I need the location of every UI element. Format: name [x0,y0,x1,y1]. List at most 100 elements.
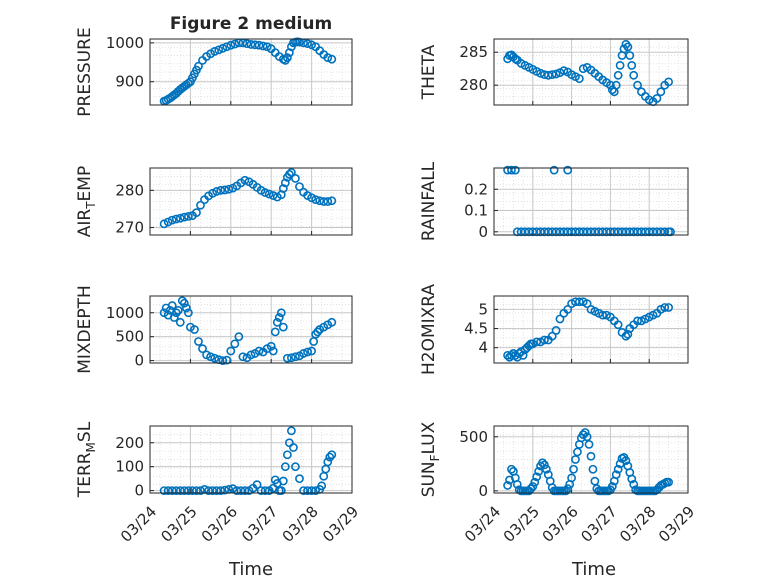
data-point [286,426,296,436]
data-point [323,53,333,63]
data-point [307,486,316,496]
x-tick-label: 03/28 [279,503,322,546]
data-point [212,187,222,196]
data-point [327,54,337,64]
data-point [226,40,236,50]
data-point [171,486,181,496]
data-point [538,458,547,468]
x-tick-label: 03/27 [577,503,620,546]
data-point [291,174,300,183]
data-point [163,486,173,496]
data-point [613,70,623,80]
data-point [664,77,673,87]
x-tick-label: 03/29 [655,503,698,546]
y-tick-label: 1000 [106,304,144,322]
data-point [611,470,621,480]
data-point [175,486,185,496]
data-point [167,486,177,496]
data-point [214,45,224,55]
x-tick-label: 03/24 [461,503,504,546]
data-point [254,346,264,356]
data-point [183,211,193,221]
y-axis-label: RAINFALL [419,161,439,241]
data-point [274,313,284,322]
data-point [621,331,631,341]
data-point [510,165,520,175]
data-point [171,214,181,224]
data-point [588,464,598,474]
data-point [536,68,545,78]
data-point [629,479,639,489]
data-point [311,486,321,496]
data-point [323,197,333,206]
data-point [173,305,183,315]
data-point [319,197,329,206]
y-axis-label: H2OMIXRA [419,284,439,375]
data-point [289,443,298,452]
y-tick-label: 285 [459,43,488,61]
data-point [194,61,203,71]
data-point [555,314,565,324]
x-axis-label-right: Time [571,559,616,580]
data-point [286,168,296,177]
data-point [551,69,561,79]
data-point [291,462,300,472]
data-point [258,41,268,51]
data-point [183,308,193,318]
data-point [295,474,304,484]
y-tick-label: 280 [115,181,144,199]
y-tick-label: 0 [134,352,144,370]
data-point [307,346,316,356]
data-point [547,70,557,80]
data-point [240,486,250,496]
data-point [561,486,571,496]
data-point [526,484,536,494]
data-point [232,486,242,496]
data-point [615,61,625,70]
data-point [242,39,252,49]
subplot-6: 44.5 5 H2OMIXRA [419,284,689,375]
data-point [633,80,642,90]
data-point [218,356,228,366]
data-point [627,61,637,70]
subplot-3: 270 280 AIRTEMP [75,166,353,237]
data-point [222,355,232,365]
data-point [574,297,584,307]
data-point [280,178,290,188]
y-axis-label: THETA [419,44,439,100]
data-point [311,195,321,205]
data-point [198,344,207,354]
subplot-1: 900 1000 PRESSURE [75,27,353,117]
data-point [210,47,220,56]
data-point [303,39,312,49]
data-point [181,303,191,313]
x-tick-label: 03/24 [117,503,160,546]
data-point [559,66,569,76]
y-tick-label: 0.2 [464,180,488,198]
data-point [260,486,270,496]
data-point [507,165,516,175]
axes-frame [493,295,689,364]
data-point [571,455,580,464]
data-point [563,304,573,314]
data-point [580,428,590,437]
data-point [621,456,631,465]
data-point [295,182,304,192]
data-point [272,317,282,327]
y-tick-label: 1000 [106,34,144,52]
data-point [532,337,542,347]
data-point [220,485,230,495]
data-point [313,327,323,337]
axes-frame [149,167,353,236]
data-point [540,460,549,470]
subplot-5: 0 500 1000 MIXDEPTH [75,285,353,374]
data-point [563,484,573,494]
data-point [171,308,181,318]
data-point [507,464,516,474]
subplot-4: 0 0.1 0.2 RAINFALL [419,161,689,241]
data-point [208,486,218,496]
y-tick-label: 0.1 [464,202,488,220]
data-point [246,40,256,49]
data-point [530,477,540,487]
